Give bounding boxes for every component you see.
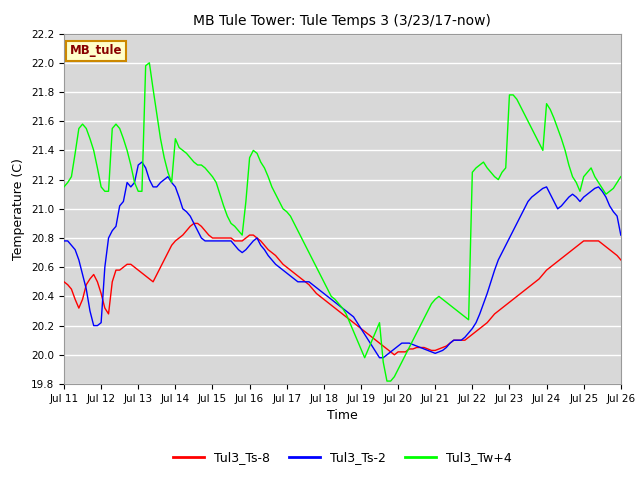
- Tul3_Tw+4: [420, 315, 428, 321]
- Line: Tul3_Ts-8: Tul3_Ts-8: [64, 223, 621, 355]
- Tul3_Tw+4: [145, 60, 153, 66]
- Tul3_Ts-8: [60, 279, 68, 285]
- Y-axis label: Temperature (C): Temperature (C): [12, 158, 26, 260]
- Tul3_Ts-2: [405, 340, 413, 346]
- Tul3_Ts-2: [458, 337, 465, 343]
- Tul3_Ts-8: [190, 220, 198, 226]
- Tul3_Tw+4: [335, 301, 342, 307]
- Tul3_Tw+4: [383, 378, 391, 384]
- Line: Tul3_Tw+4: Tul3_Tw+4: [64, 63, 621, 381]
- Tul3_Ts-2: [138, 159, 146, 165]
- Tul3_Ts-8: [405, 346, 413, 352]
- Tul3_Ts-8: [390, 352, 398, 358]
- Text: MB_tule: MB_tule: [70, 44, 122, 57]
- X-axis label: Time: Time: [327, 409, 358, 422]
- Tul3_Tw+4: [458, 311, 465, 317]
- Tul3_Ts-2: [376, 355, 383, 360]
- Tul3_Ts-8: [613, 252, 621, 258]
- Tul3_Ts-2: [613, 213, 621, 219]
- Tul3_Tw+4: [260, 165, 268, 171]
- Tul3_Ts-2: [617, 232, 625, 238]
- Tul3_Ts-8: [260, 242, 268, 248]
- Tul3_Tw+4: [405, 345, 413, 350]
- Tul3_Ts-8: [617, 257, 625, 263]
- Tul3_Ts-2: [260, 247, 268, 252]
- Tul3_Ts-2: [420, 346, 428, 352]
- Tul3_Ts-8: [420, 345, 428, 350]
- Tul3_Tw+4: [60, 184, 68, 190]
- Tul3_Tw+4: [613, 180, 621, 185]
- Tul3_Ts-8: [335, 308, 342, 314]
- Tul3_Tw+4: [617, 174, 625, 180]
- Tul3_Ts-2: [60, 238, 68, 244]
- Tul3_Ts-2: [335, 302, 342, 308]
- Legend: Tul3_Ts-8, Tul3_Ts-2, Tul3_Tw+4: Tul3_Ts-8, Tul3_Ts-2, Tul3_Tw+4: [168, 446, 517, 469]
- Line: Tul3_Ts-2: Tul3_Ts-2: [64, 162, 621, 358]
- Title: MB Tule Tower: Tule Temps 3 (3/23/17-now): MB Tule Tower: Tule Temps 3 (3/23/17-now…: [193, 14, 492, 28]
- Tul3_Ts-8: [458, 337, 465, 343]
